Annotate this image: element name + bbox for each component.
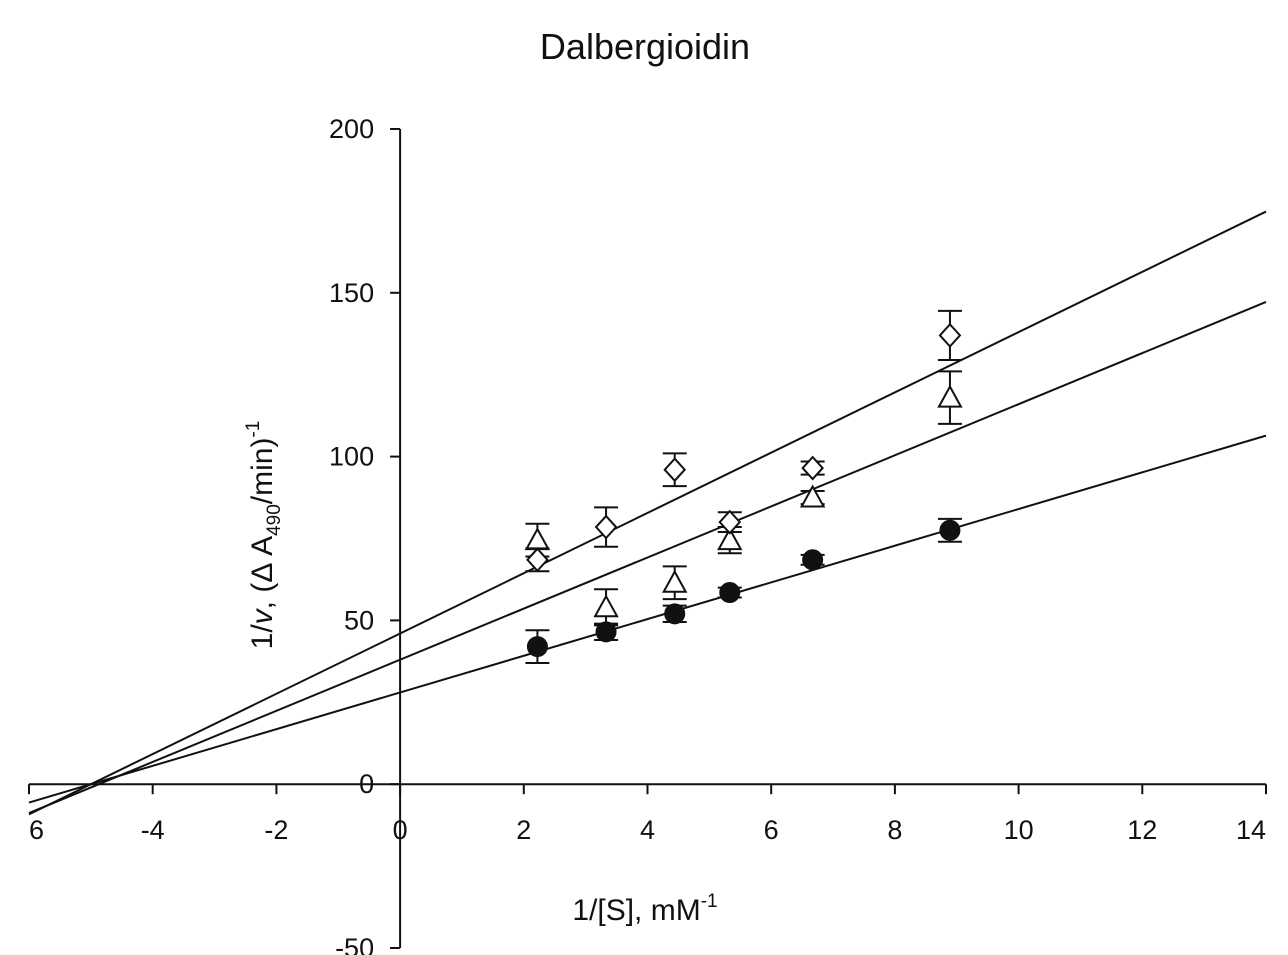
data-point-circle (939, 519, 961, 541)
data-point-circle (719, 582, 741, 604)
x-tick-label: 10 (1004, 815, 1034, 845)
data-point-circle (802, 549, 824, 571)
y-axis-label: 1/v, (Δ A490/min)-1 (243, 421, 285, 650)
y-tick-label: 150 (329, 278, 374, 308)
x-tick-label: 6 (29, 815, 44, 845)
fit-line (28, 434, 1267, 804)
chart-title: Dalbergioidin (540, 26, 750, 67)
data-point-diamond (663, 457, 687, 483)
data-point-circle (664, 603, 686, 625)
fit-line (28, 210, 1267, 816)
data-point-triangle (593, 594, 619, 618)
x-tick-label: 14 (1236, 815, 1266, 845)
data-point-diamond (718, 509, 742, 535)
data-point-diamond (938, 322, 962, 348)
x-tick-label: -4 (141, 815, 165, 845)
y-tick-label: 0 (359, 769, 374, 799)
y-tick-label: 50 (344, 605, 374, 635)
data-point-diamond (526, 547, 549, 573)
data-point-triangle (662, 569, 688, 593)
x-tick-label: 8 (887, 815, 902, 845)
x-tick-label: 4 (640, 815, 655, 845)
data-point-circle (526, 636, 548, 658)
x-axis-label: 1/[S], mM-1 (572, 891, 717, 927)
y-tick-label: -50 (335, 933, 374, 955)
data-point-diamond (801, 455, 824, 481)
data-point-triangle (524, 527, 551, 551)
x-tick-label: 12 (1127, 815, 1157, 845)
fit-line (28, 301, 1267, 814)
data-point-diamond (594, 514, 618, 540)
y-tick-label: 100 (329, 442, 374, 472)
fit-lines (28, 210, 1267, 816)
data-point-triangle (937, 384, 963, 408)
axes: 6 -4 -2 0 2 4 6 8 10 12 14 -50 0 50 100 150 200 (28, 114, 1267, 955)
data-points (524, 309, 963, 664)
x-tick-label: 6 (764, 815, 779, 845)
x-tick-label: 0 (393, 815, 408, 845)
y-tick-label: 200 (329, 114, 374, 144)
data-point-triangle (717, 527, 743, 551)
x-tick-label: 2 (516, 815, 531, 845)
x-tick-label: -2 (264, 815, 288, 845)
data-point-triangle (799, 484, 826, 508)
